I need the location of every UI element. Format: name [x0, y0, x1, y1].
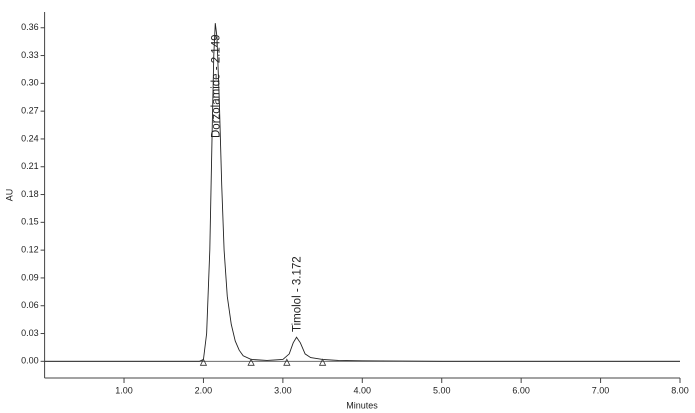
y-tick-label: 0.33 [21, 50, 39, 60]
baseline-marker [199, 358, 208, 366]
x-tick-label: 4.00 [354, 385, 372, 395]
baseline-marker [283, 358, 291, 366]
y-tick-label: 0.24 [21, 133, 39, 143]
y-tick-label: 0.00 [21, 356, 39, 366]
y-tick-label: 0.36 [21, 22, 39, 32]
x-axis-label: Minutes [346, 400, 378, 410]
peak-label: Timolol - 3.172 [292, 256, 304, 332]
x-tick-label: 1.00 [115, 385, 133, 395]
y-tick-label: 0.09 [21, 272, 39, 282]
x-tick-label: 2.00 [195, 385, 213, 395]
y-tick-label: 0.18 [21, 189, 39, 199]
y-tick-label: 0.06 [21, 300, 39, 310]
signal-line [44, 23, 680, 362]
y-tick-label: 0.15 [21, 217, 39, 227]
x-tick-label: 8.00 [671, 385, 689, 395]
y-tick-label: 0.21 [21, 161, 39, 171]
y-tick-label: 0.27 [21, 106, 39, 116]
y-axis-label: AU [4, 189, 14, 202]
x-tick-label: 7.00 [592, 385, 610, 395]
y-tick-label: 0.03 [21, 328, 39, 338]
x-tick-label: 3.00 [274, 385, 292, 395]
y-tick-label: 0.12 [21, 245, 39, 255]
baseline-marker [318, 358, 327, 366]
x-tick-label: 6.00 [512, 385, 530, 395]
x-tick-label: 5.00 [433, 385, 451, 395]
baseline-marker [247, 358, 255, 366]
peak-label: Dorzolamide - 2.149 [210, 34, 222, 138]
y-tick-label: 0.30 [21, 78, 39, 88]
